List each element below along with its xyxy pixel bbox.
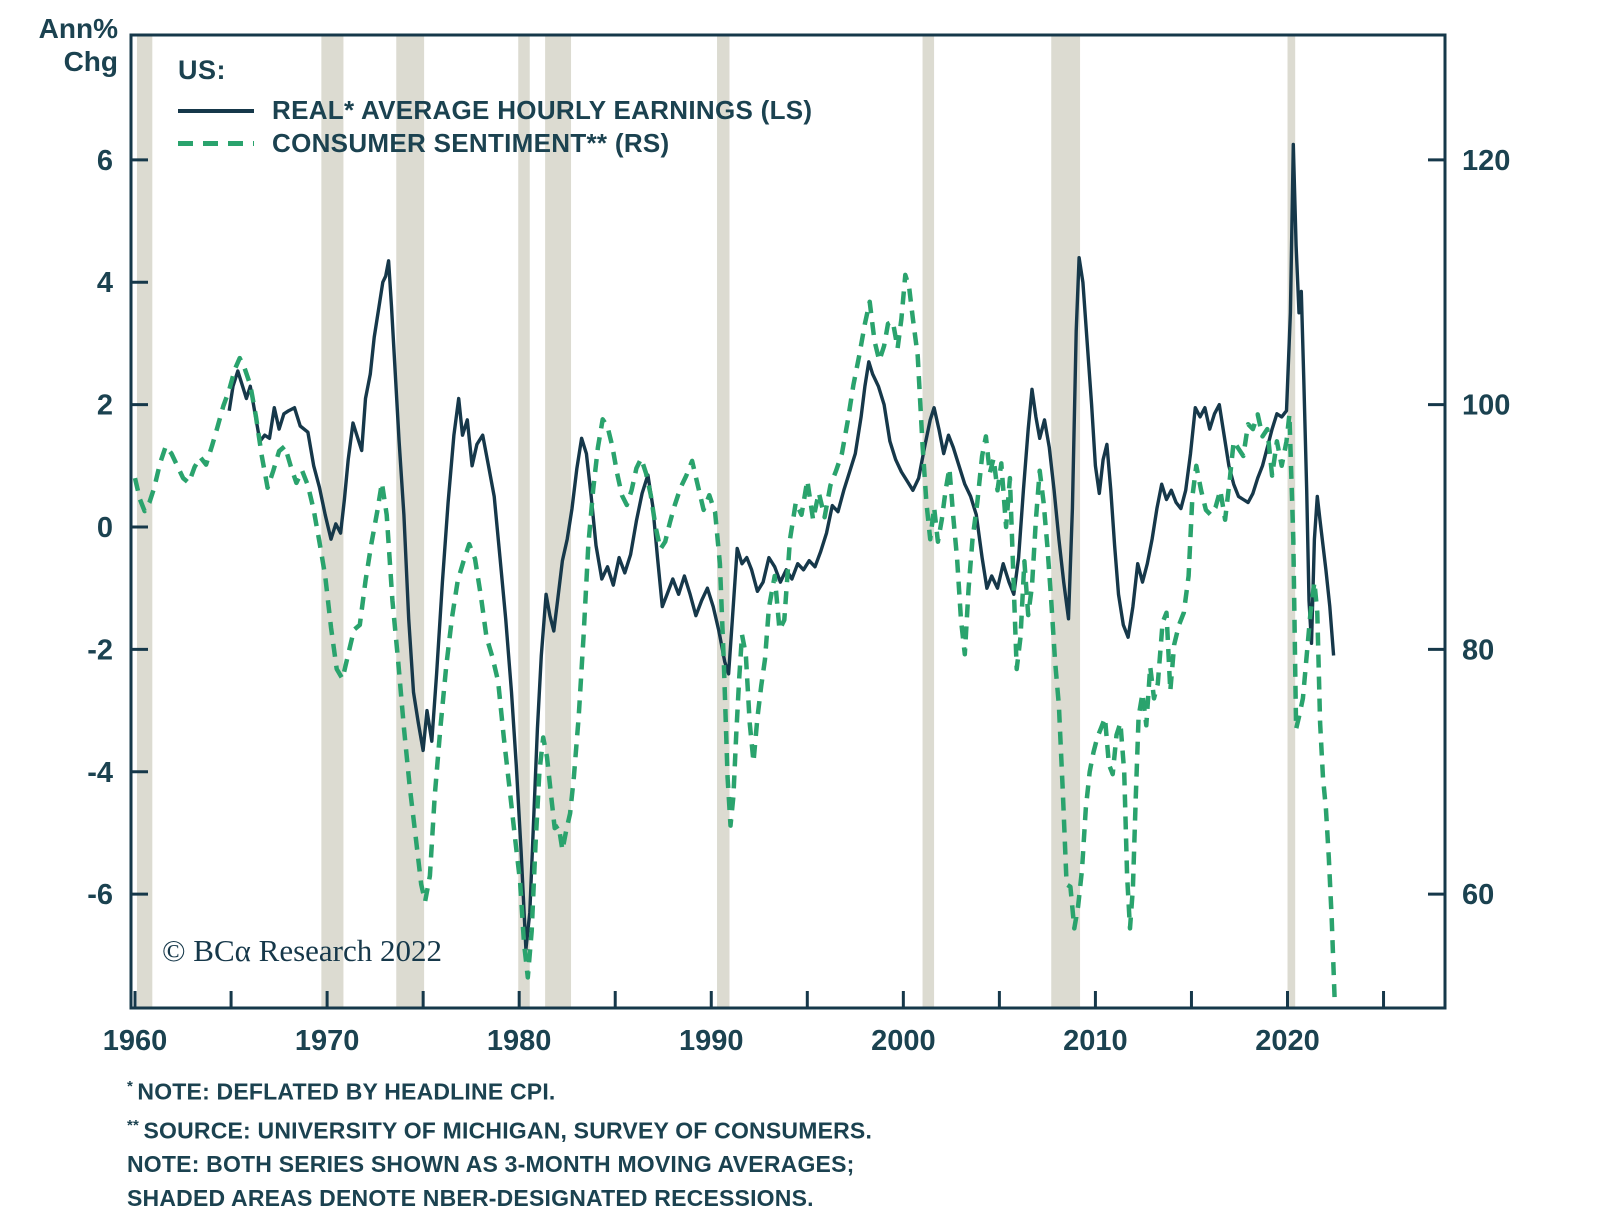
footnotes: * NOTE: DEFLATED BY HEADLINE CPI. ** SOUR…	[127, 1070, 872, 1215]
x-axis-tick-label: 1970	[295, 1025, 360, 1057]
sentiment-line	[132, 272, 1337, 999]
recession-band	[136, 35, 153, 1008]
legend-item-earnings: REAL* AVERAGE HOURLY EARNINGS (LS)	[178, 94, 812, 127]
plot-frame	[129, 33, 1447, 1010]
recession-band	[321, 35, 344, 1008]
legend: US: REAL* AVERAGE HOURLY EARNINGS (LS) C…	[178, 55, 812, 160]
left-axis-tick-label: 2	[97, 390, 113, 422]
copyright-notice: © BCα Research 2022	[162, 933, 442, 968]
left-axis-unit-line1: Ann%	[38, 13, 118, 44]
recession-band	[518, 35, 530, 1008]
x-axis-tick-label: 2000	[871, 1025, 936, 1057]
x-axis-tick-label: 2020	[1255, 1025, 1320, 1057]
left-axis-tick-label: 4	[97, 267, 113, 299]
recession-band	[396, 35, 425, 1008]
legend-item-sentiment: CONSUMER SENTIMENT** (RS)	[178, 127, 812, 160]
legend-label-sentiment: CONSUMER SENTIMENT** (RS)	[272, 128, 670, 158]
right-axis-tick-label: 60	[1462, 879, 1494, 911]
left-axis-unit-label: Ann% Chg	[30, 12, 118, 78]
legend-label-earnings: REAL* AVERAGE HOURLY EARNINGS (LS)	[272, 95, 813, 125]
footnote-marker: **	[127, 1117, 144, 1135]
x-axis-tick-label: 1980	[487, 1025, 552, 1057]
footnote-line-4: SHADED AREAS DENOTE NBER-DESIGNATED RECE…	[127, 1184, 814, 1211]
legend-title: US:	[178, 55, 226, 85]
left-axis-tick-label: -4	[87, 757, 113, 789]
recession-band	[717, 35, 730, 1008]
x-axis-tick-label: 1990	[679, 1025, 744, 1057]
left-axis-unit-line2: Chg	[63, 46, 118, 77]
earnings-line	[227, 142, 1336, 951]
footnote-line-3: NOTE: BOTH SERIES SHOWN AS 3-MONTH MOVIN…	[127, 1151, 855, 1178]
x-axis-tick-label: 2010	[1063, 1025, 1128, 1057]
recession-band	[545, 35, 572, 1008]
left-axis-tick-label: 6	[97, 145, 113, 177]
footnote-line-2: ** SOURCE: UNIVERSITY OF MICHIGAN, SURVE…	[127, 1117, 873, 1144]
left-axis-tick-label: -2	[87, 634, 113, 666]
footnote-marker: *	[127, 1078, 138, 1095]
recession-band	[922, 35, 935, 1008]
footnote-line-1: * NOTE: DEFLATED BY HEADLINE CPI.	[127, 1078, 556, 1105]
x-axis-tick-label: 1960	[103, 1025, 168, 1057]
right-axis-tick-label: 80	[1462, 634, 1494, 666]
left-axis-tick-label: -6	[87, 879, 113, 911]
left-axis-tick-label: 0	[97, 512, 113, 544]
right-axis-tick-label: 100	[1462, 390, 1510, 422]
right-axis-tick-label: 120	[1462, 145, 1510, 177]
dashed-line-swatch-icon	[178, 141, 254, 146]
solid-line-swatch-icon	[178, 108, 254, 113]
